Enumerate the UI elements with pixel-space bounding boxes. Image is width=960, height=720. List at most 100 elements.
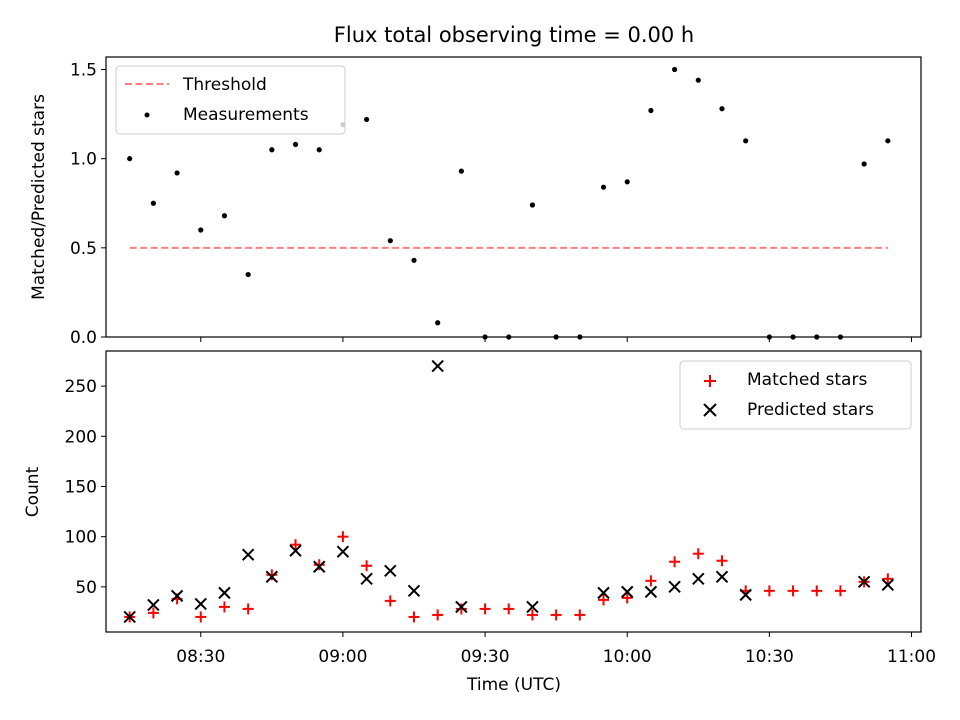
measurement-point: [364, 116, 370, 123]
measurement-point: [221, 213, 228, 219]
matched-star-point: [503, 603, 515, 615]
matched-star-point: [787, 585, 799, 597]
matched-star-point: [455, 603, 467, 615]
predicted-star-point: [621, 585, 634, 599]
ratio-plot-frame: [105, 56, 922, 338]
chart-title: Flux total observing time = 0.00 h: [334, 23, 694, 47]
count-y-axis-label: Count: [23, 466, 43, 517]
measurement-point: [553, 334, 559, 340]
measurement-point: [837, 334, 844, 340]
measurement-point: [695, 77, 701, 83]
count-legend: Matched stars Predicted stars: [679, 360, 912, 430]
predicted-star-point: [739, 588, 752, 602]
measurement-point: [316, 147, 322, 153]
matched-star-point: [313, 559, 325, 571]
measurement-point: [435, 320, 441, 326]
predicted-stars-series: [123, 359, 895, 624]
y-tick-label: 250: [65, 377, 97, 397]
predicted-star-point: [241, 548, 255, 561]
x-tick-label: 09:00: [318, 647, 367, 667]
matched-star-point: [337, 531, 349, 543]
matched-star-point: [669, 556, 681, 568]
predicted-star-point: [644, 585, 658, 599]
matched-star-point: [574, 609, 586, 621]
count-panel: 50 100 150 200 250 08:30 09:00 09:30 10:00 10:30…: [23, 350, 936, 695]
y-tick-label: 200: [65, 427, 97, 447]
predicted-star-point: [597, 586, 610, 600]
y-tick-label: 150: [65, 477, 97, 497]
matched-star-point: [834, 585, 846, 597]
predicted-stars-legend-label: Predicted stars: [747, 400, 874, 420]
matched-star-point: [526, 609, 538, 621]
ratio-legend-box: [115, 65, 346, 135]
threshold-legend-label: Threshold: [182, 75, 267, 95]
measurement-point: [600, 184, 607, 190]
measurement-point: [458, 168, 464, 174]
matched-star-point: [195, 611, 207, 623]
measurement-point: [411, 257, 417, 263]
measurement-point: [885, 138, 891, 144]
measurement-point: [150, 200, 156, 206]
ratio-y-axis-label: Matched/Predicted stars: [29, 94, 49, 300]
ratio-y-ticks: 0.0 0.5 1.0 1.5: [70, 60, 106, 348]
y-tick-label: 1.0: [70, 150, 97, 170]
count-y-ticks: 50 100 150 200 250: [65, 377, 106, 598]
measurement-point: [577, 334, 583, 340]
matched-star-point: [290, 539, 302, 551]
matched-star-point: [432, 609, 444, 621]
measurement-point: [672, 66, 678, 73]
matched-star-point: [598, 594, 610, 606]
measurement-point: [648, 107, 654, 114]
matched-star-point: [763, 585, 775, 597]
count-x-ticks: 08:30 09:00 09:30 10:00 10:30 11:00: [176, 632, 936, 667]
matched-star-point: [692, 548, 704, 560]
matched-star-point: [361, 560, 373, 572]
predicted-star-point: [336, 545, 350, 558]
ratio-panel: 0.0 0.5 1.0 1.5 Matched/Predicted stars Thr…: [29, 56, 922, 348]
matched-star-point: [384, 595, 396, 607]
measurement-point: [766, 334, 772, 340]
matched-star-point: [550, 609, 562, 621]
measurement-point: [269, 147, 275, 153]
count-plot-frame: [105, 350, 922, 633]
predicted-star-point: [668, 580, 681, 594]
predicted-star-point: [265, 570, 279, 584]
matched-star-point: [266, 569, 278, 581]
predicted-star-point: [715, 570, 729, 584]
predicted-star-point: [360, 572, 373, 586]
predicted-stars-legend-swatch: [703, 403, 717, 417]
x-tick-label: 08:30: [176, 647, 225, 667]
measurement-point: [814, 334, 820, 340]
x-tick-label: 11:00: [887, 647, 936, 667]
predicted-star-point: [384, 564, 397, 577]
measurement-point: [482, 334, 488, 340]
measurements-legend-swatch: [144, 112, 150, 118]
matched-star-point: [645, 575, 657, 587]
measurements-legend-label: Measurements: [183, 105, 309, 125]
count-legend-box: [679, 360, 912, 430]
matched-star-point: [218, 601, 230, 613]
measurement-point: [245, 271, 251, 278]
matched-stars-legend-swatch: [704, 375, 716, 387]
ratio-legend: Threshold Measurements: [115, 65, 346, 135]
measurement-point: [174, 170, 180, 176]
y-tick-label: 100: [65, 528, 97, 548]
measurement-point: [292, 141, 299, 147]
x-tick-label: 10:30: [745, 647, 794, 667]
measurement-point: [198, 227, 204, 233]
predicted-star-point: [194, 597, 207, 611]
matched-stars-legend-label: Matched stars: [747, 370, 867, 390]
measurement-point: [790, 334, 796, 340]
measurement-point: [624, 179, 630, 185]
measurement-point: [529, 202, 536, 208]
measurement-point: [719, 106, 725, 112]
predicted-star-point: [218, 586, 231, 600]
matched-star-point: [147, 607, 159, 619]
predicted-star-point: [313, 560, 326, 573]
predicted-star-point: [881, 578, 895, 592]
x-axis-label: Time (UTC): [466, 675, 561, 695]
matched-star-point: [242, 603, 254, 615]
matched-star-point: [621, 592, 633, 604]
